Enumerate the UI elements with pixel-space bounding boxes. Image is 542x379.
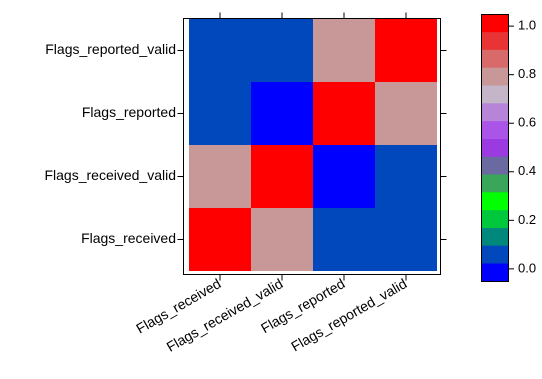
heatmap-cell [251,145,313,208]
heatmap-cell [189,208,251,271]
colorbar-tick-label: 0.6 [518,115,536,130]
heatmap-cell [375,208,437,271]
colorbar-segment [481,31,508,50]
colorbar-tick-label: 0.2 [518,212,536,227]
heatmap-cell [375,19,437,82]
x-tick-labels: Flags_receivedFlags_received_validFlags_… [133,275,409,355]
heatmap-cell [189,145,251,208]
heatmap-cell [251,19,313,82]
axis-ticks [177,12,447,281]
y-tick-labels: Flags_received Flags_received_valid Flags_… [44,41,176,246]
colorbar-tick-label: 0.8 [518,66,536,81]
heatmap-cell [189,82,251,145]
colorbar-segment [481,85,508,104]
x-tick-label: Flags_reported_valid [288,275,409,354]
heatmap-cell [313,19,375,82]
heatmap-cells [189,19,437,271]
heatmap-cell [375,145,437,208]
plot-frame [183,18,441,275]
heatmap-cell [313,145,375,208]
heatmap-cell [375,82,437,145]
x-tick-label: Flags_received_valid [164,275,286,355]
colorbar-segment [481,103,508,122]
colorbar-segment [481,227,508,246]
colorbar-segment [481,120,508,139]
colorbar-segment [481,192,508,211]
heatmap-cell [189,19,251,82]
heatmap-cell [313,208,375,271]
colorbar-segment [481,49,508,68]
colorbar-segment [481,156,508,175]
y-tick-label: Flags_reported [82,104,176,120]
colorbar-segment [481,263,508,282]
colorbar-segment [481,14,508,33]
y-tick-label: Flags_reported_valid [45,41,176,57]
y-tick-label: Flags_received_valid [44,167,176,183]
colorbar-frame [481,14,509,282]
colorbar-segment [481,174,508,193]
colorbar-tick-label: 0.4 [518,163,536,178]
heatmap-cell [251,208,313,271]
y-tick-label: Flags_received [81,230,176,246]
colorbar-segment [481,67,508,86]
colorbar-segment [481,138,508,157]
colorbar: 0.0 0.2 0.4 0.6 0.8 1.0 [481,14,536,282]
colorbar-segment [481,209,508,228]
heatmap-cell [251,82,313,145]
heatmap-cell [313,82,375,145]
colorbar-segment [481,245,508,264]
colorbar-tick-label: 1.0 [518,18,536,33]
colorbar-tick-label: 0.0 [518,260,536,275]
